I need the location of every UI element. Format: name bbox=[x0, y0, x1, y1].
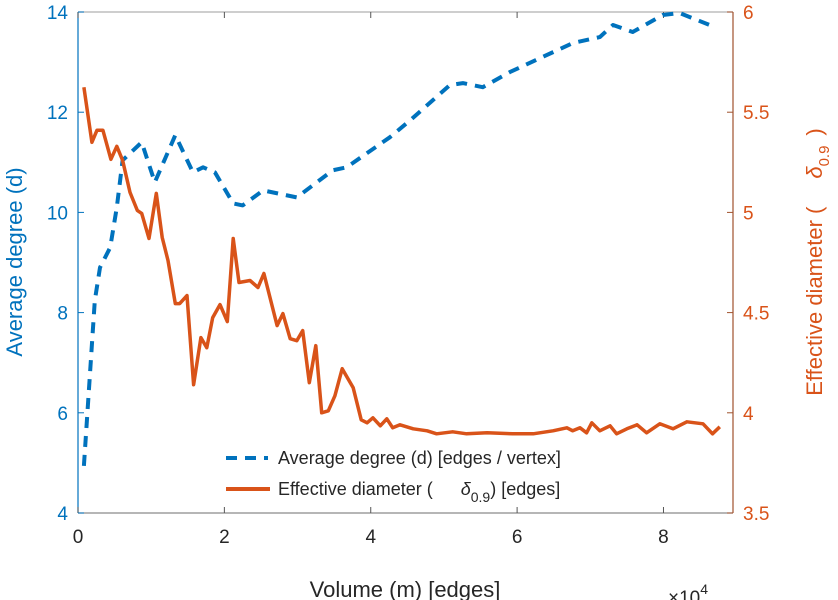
left-y-tick-label: 10 bbox=[47, 203, 68, 224]
x-tick-label: 2 bbox=[219, 527, 230, 548]
left-y-axis-label: Average degree (d) bbox=[2, 167, 27, 356]
x-tick-label: 6 bbox=[512, 527, 523, 548]
legend-label-effective-diameter: Effective diameter (δ0.9) [edges] bbox=[278, 479, 560, 505]
legend: Average degree (d) [edges / vertex] Effe… bbox=[226, 448, 561, 505]
left-y-tick-label: 12 bbox=[47, 103, 68, 124]
average-degree-line bbox=[81, 11, 711, 467]
left-y-tick-label: 4 bbox=[57, 504, 68, 525]
right-y-tick-label: 5 bbox=[743, 203, 754, 224]
x-axis-label: Volume (m) [edges] bbox=[310, 577, 501, 600]
legend-label-average-degree: Average degree (d) [edges / vertex] bbox=[278, 448, 561, 468]
x-tick-label: 8 bbox=[658, 527, 669, 548]
effective-diameter-line bbox=[82, 86, 722, 436]
left-y-tick-label: 6 bbox=[57, 404, 68, 425]
right-y-tick-label: 5.5 bbox=[743, 103, 769, 124]
x-axis-exponent: ×104 bbox=[668, 581, 708, 600]
left-y-tick-label: 8 bbox=[57, 304, 68, 325]
right-y-tick-label: 4.5 bbox=[743, 304, 769, 325]
right-y-tick-label: 6 bbox=[743, 3, 754, 24]
x-tick-label: 0 bbox=[73, 527, 84, 548]
x-tick-label: 4 bbox=[365, 527, 376, 548]
plot-frame bbox=[77, 11, 734, 514]
right-y-tick-label: 3.5 bbox=[743, 504, 769, 525]
right-y-tick-label: 4 bbox=[743, 404, 754, 425]
right-y-axis-label: Effective diameter (δ0.9) bbox=[802, 128, 833, 396]
left-y-tick-label: 14 bbox=[47, 3, 69, 24]
